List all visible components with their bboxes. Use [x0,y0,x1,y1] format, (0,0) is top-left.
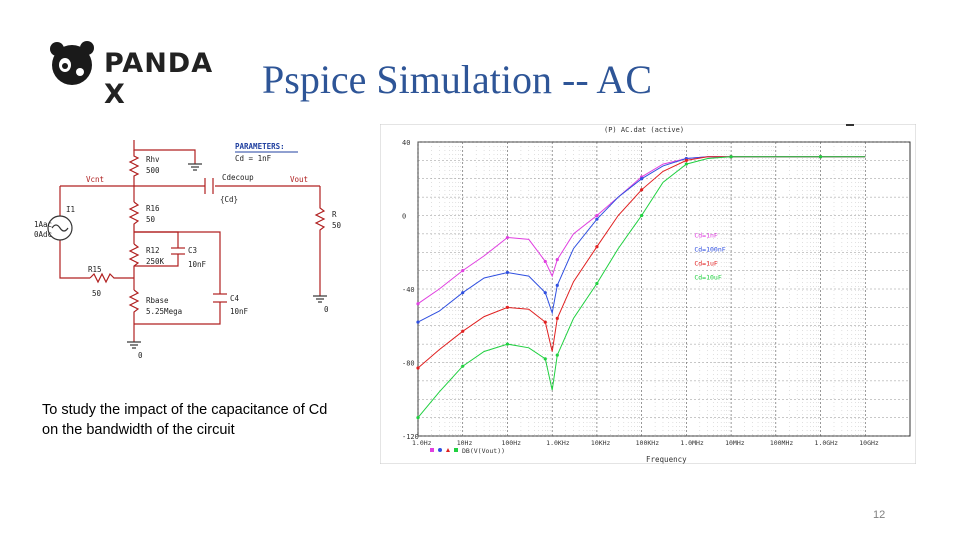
series-marker [416,416,420,420]
x-tick-label: 1.0Hz [412,439,432,447]
y-tick-label: -120 [402,433,419,441]
x-tick-label: 1.0KHz [546,439,570,447]
x-tick-label: 100MHz [770,439,794,447]
series-marker [505,235,510,240]
circuit-schematic: PARAMETERS: Cd = 1nF Vcnt Vout I1 1Aac 0… [34,140,342,360]
slide-title: Pspice Simulation -- AC [262,57,652,102]
series-marker [595,217,599,221]
c4-value: 10nF [230,307,249,316]
series-marker [505,305,510,309]
series-marker [461,329,465,333]
series-marker [684,162,688,166]
c3-name: C3 [188,246,197,255]
x-tick-label: 1.0GHz [815,439,839,447]
r-load-name: R [332,210,337,219]
x-tick-label: 10Hz [457,439,473,447]
series-marker [640,177,644,181]
caption-text: To study the impact of the capacitance o… [42,400,382,440]
legend-entry: Cd=100nF [694,246,725,254]
gnd-label-load: 0 [324,305,329,314]
panda-x-logo: PANDA X [48,38,238,110]
series-marker [555,353,559,357]
c3-value: 10nF [188,260,207,269]
series-marker [416,302,420,306]
net-vout: Vout [290,175,308,184]
series-marker [543,320,547,324]
series-marker [416,366,420,370]
series-marker [640,213,644,218]
current-source-symbol [47,215,73,241]
rhv-name: Rhv [146,155,160,164]
c4-name: C4 [230,294,240,303]
y-tick-label: -80 [402,360,415,368]
series-marker [461,291,465,295]
cdecoup-name: Cdecoup [222,173,254,182]
trace-legend: DB(V(Vout)) [430,447,505,455]
x-tick-label: 100KHz [636,439,660,447]
series-marker [640,188,644,192]
page-number: 12 [873,509,886,521]
series-marker [818,155,823,159]
series-marker [461,364,465,368]
r12-value: 250K [146,257,165,266]
series-marker [684,158,688,162]
params-title: PARAMETERS: [235,142,285,151]
legend-entry: Cd=1nF [694,232,718,240]
source-ac: 1Aac [34,220,52,229]
series-marker [461,269,465,273]
x-tick-label: 10KHz [591,439,611,447]
x-axis-label: Frequency [646,455,687,464]
r16-value: 50 [146,215,156,224]
series-marker [595,245,599,249]
series-marker [543,291,547,295]
x-tick-label: 10GHz [859,439,879,447]
source-name: I1 [66,205,75,214]
brand-name: PANDA X [104,48,214,110]
series-marker [595,213,599,218]
x-tick-label: 1.0MHz [680,439,704,447]
r-load-value: 50 [332,221,342,230]
r16-name: R16 [146,204,160,213]
trace-label: DB(V(Vout)) [462,447,505,455]
ground-symbols [127,163,327,349]
source-dc: 0Adc [34,230,52,239]
series-marker [416,320,420,324]
x-tick-label: 100Hz [501,439,521,447]
rbase-name: Rbase [146,296,169,305]
gnd-label-base: 0 [138,351,143,360]
series-marker [543,357,547,361]
series-marker [505,270,510,275]
net-vcnt: Vcnt [86,175,104,184]
rbase-value: 5.25Mega [146,307,182,316]
r15-name: R15 [88,265,102,274]
caption-line-1: To study the impact of the capacitance o… [42,402,328,418]
y-tick-label: 40 [402,139,410,147]
series-marker [729,155,733,159]
series-marker [543,259,547,264]
caption-line-2: on the bandwidth of the circuit [42,422,235,438]
params-value: Cd = 1nF [235,154,272,163]
y-tick-label: 0 [402,213,406,221]
r15-value: 50 [92,289,102,298]
r12-name: R12 [146,246,160,255]
series-marker [555,283,559,287]
chart-title: (P) AC.dat (active) [604,126,684,134]
series-marker [505,342,510,346]
series-line [417,156,866,418]
series-marker [555,316,559,320]
legend-entry: Cd=1uF [694,260,718,268]
rhv-value: 500 [146,166,160,175]
legend-entry: Cd=10uF [694,274,721,282]
x-tick-label: 10MHz [725,439,745,447]
series-marker [555,258,559,262]
cdecoup-value: {Cd} [220,195,238,204]
y-tick-label: -40 [402,286,415,294]
series-marker [595,281,599,286]
panda-icon [50,41,94,85]
